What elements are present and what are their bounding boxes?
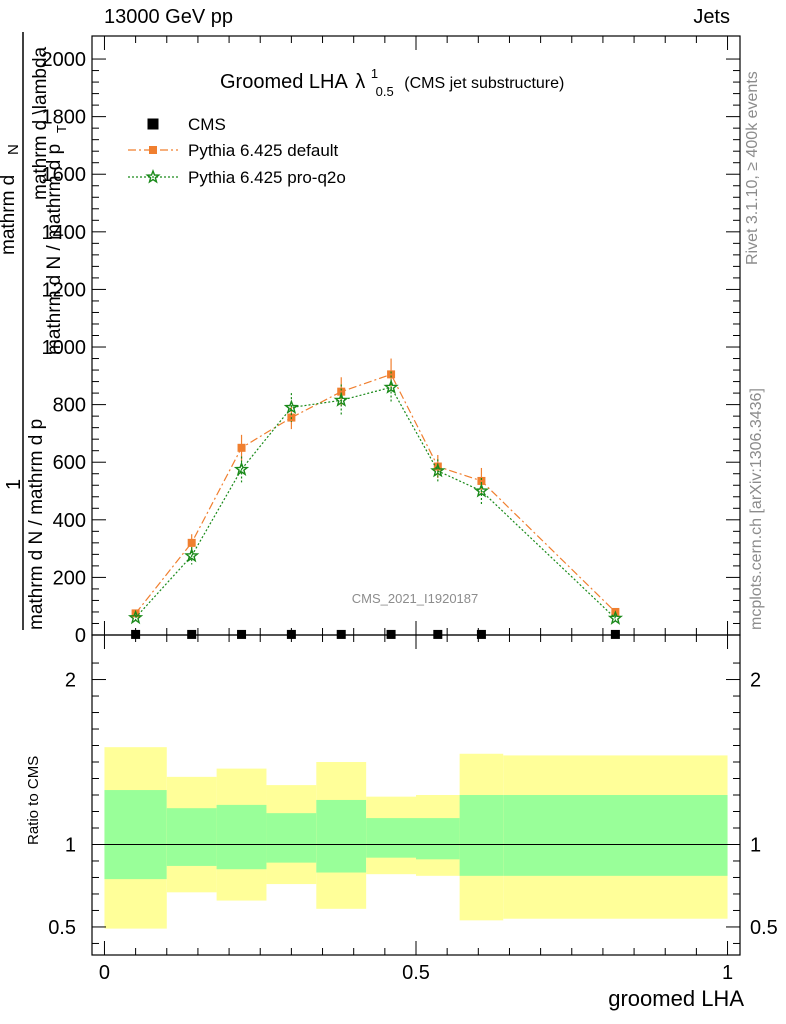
ratio-ylabel: Ratio to CMS xyxy=(25,756,42,845)
point-pythia-6-425-default xyxy=(187,538,196,547)
main-ytick-label-9: 1800 xyxy=(42,107,87,129)
main-ylabel: 1 mathrm d N / mathrm d p mathrm d N mat… xyxy=(0,32,69,630)
main-ytick-label-6: 1200 xyxy=(42,279,87,301)
main-ytick-label-10: 2000 xyxy=(42,49,87,71)
point-pythia-6-425-pro-q2o xyxy=(607,610,624,625)
point-pythia-6-425-default xyxy=(387,370,396,379)
ratio-ytick-label-0: 0.5 xyxy=(48,917,76,939)
ratio-ytick-label-right-2: 2 xyxy=(750,670,761,692)
main-ytick-label-8: 1600 xyxy=(42,164,87,186)
ratio-inner-band-1 xyxy=(166,808,217,866)
ratio-ytick-label-2: 2 xyxy=(65,670,76,692)
point-pythia-6-425-pro-q2o xyxy=(127,609,144,625)
legend-label-pythia-6-425-pro-q2o: Pythia 6.425 pro-q2o xyxy=(188,168,346,187)
ratio-ytick-label-1: 1 xyxy=(65,834,76,856)
ylabel-main: mathrm d N / mathrm d p xyxy=(44,144,65,355)
ylabel-tail: mathrm d \lambda xyxy=(30,46,51,200)
legend-label-pythia-6-425-default: Pythia 6.425 default xyxy=(188,141,339,160)
ylabel-top2: N xyxy=(5,144,22,155)
point-pythia-6-425-default xyxy=(237,443,246,452)
title-sub: 0.5 xyxy=(376,84,394,99)
main-ytick-label-0: 0 xyxy=(75,625,86,647)
ratio-inner-band-8 xyxy=(503,795,728,876)
title-sup: 1 xyxy=(371,66,378,81)
point-pythia-6-425-pro-q2o xyxy=(383,379,399,394)
legend-marker-pythia-6-425-default xyxy=(149,146,157,154)
main-ytick-label-5: 1000 xyxy=(42,337,87,359)
ratio-panel: 0 0.5 1 0.5 0.5 1 1 2 2 xyxy=(48,634,778,984)
point-pythia-6-425-pro-q2o xyxy=(430,462,446,478)
title-suffix: (CMS jet substructure) xyxy=(404,75,564,92)
ratio-inner-band-2 xyxy=(216,804,267,870)
point-pythia-6-425-default xyxy=(477,476,486,485)
main-ytick-label-3: 600 xyxy=(53,452,86,474)
ylabel-sub: T xyxy=(54,125,69,133)
ratio-inner-band-7 xyxy=(459,795,504,876)
ylabel-numerator: 1 xyxy=(3,479,25,490)
ratio-inner-band-0 xyxy=(104,790,167,880)
legend-marker-cms xyxy=(147,118,159,130)
point-pythia-6-425-default xyxy=(337,387,346,396)
ratio-xtick-label-2: 1 xyxy=(722,962,733,984)
x-axis-label: groomed LHA xyxy=(608,986,744,1011)
ylabel-denominator: mathrm d N / mathrm d p xyxy=(26,419,47,630)
header-left: 13000 GeV pp xyxy=(104,6,233,28)
ratio-inner-band-4 xyxy=(316,799,367,873)
series-line-pythia-6-425-pro-q2o xyxy=(135,386,616,619)
series-line-pythia-6-425-default xyxy=(135,373,616,614)
legend-marker-pythia-6-425-pro-q2o xyxy=(145,169,161,184)
point-pythia-6-425-pro-q2o xyxy=(233,461,250,476)
point-pythia-6-425-pro-q2o xyxy=(473,483,490,498)
main-ytick-label-2: 400 xyxy=(53,510,86,532)
ratio-xtick-label-0: 0 xyxy=(99,962,110,984)
chart-title: Groomed LHA λ 1 0.5 (CMS jet substructur… xyxy=(220,61,564,101)
title-lambda: λ xyxy=(355,71,365,93)
ylabel-top: mathrm d xyxy=(0,175,19,255)
ratio-ytick-label-right-0: 0.5 xyxy=(750,917,778,939)
legend-label-cms: CMS xyxy=(188,115,226,134)
main-ytick-label-1: 200 xyxy=(53,567,86,589)
ratio-ytick-label-right-1: 1 xyxy=(750,834,761,856)
ratio-xtick-label-1: 0.5 xyxy=(402,962,430,984)
ratio-inner-band-5 xyxy=(366,818,416,858)
header-right: Jets xyxy=(693,6,730,28)
ratio-inner-band-6 xyxy=(416,818,460,860)
main-ytick-label-4: 800 xyxy=(53,395,86,417)
point-pythia-6-425-pro-q2o xyxy=(283,399,300,414)
ratio-inner-band-3 xyxy=(266,813,317,863)
main-panel: 0 200 400 600 800 1000 1200 1400 1600 1800 2000 CMS… xyxy=(42,35,741,647)
point-pythia-6-425-pro-q2o xyxy=(184,547,200,563)
title-main: Groomed LHA xyxy=(220,71,348,93)
watermark: CMS_2021_I1920187 xyxy=(352,591,479,606)
main-ytick-label-7: 1400 xyxy=(42,222,87,244)
point-pythia-6-425-pro-q2o xyxy=(333,392,349,407)
